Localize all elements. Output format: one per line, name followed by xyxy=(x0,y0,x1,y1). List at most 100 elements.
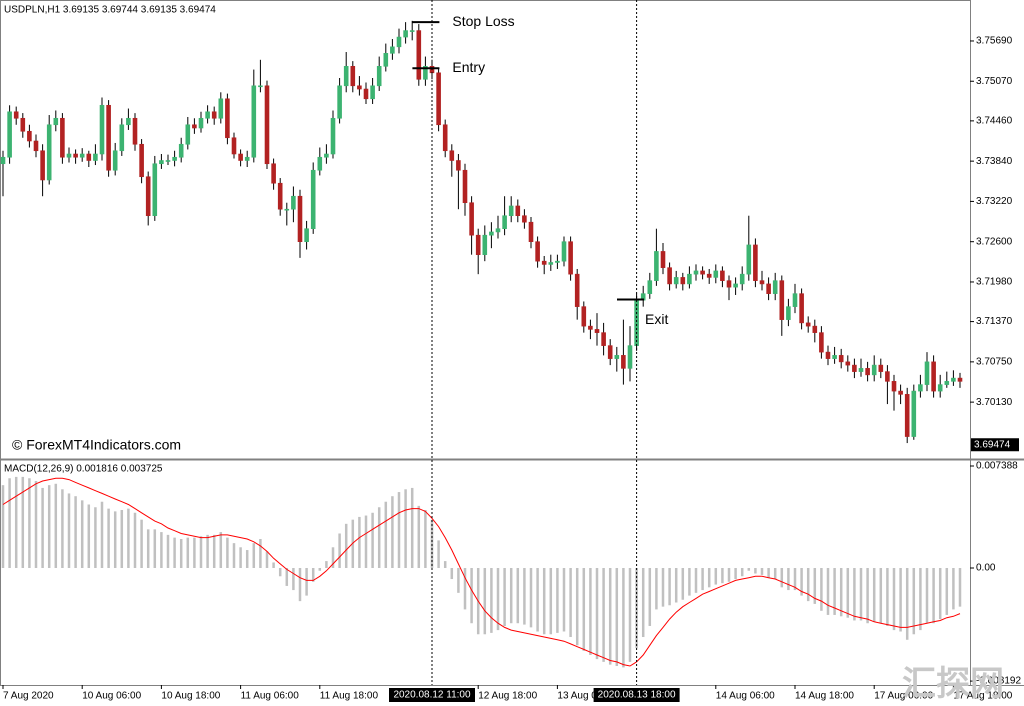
x-tick-label: 17 Aug 18:00 xyxy=(953,691,1012,702)
candle-body xyxy=(145,176,151,217)
candle-body xyxy=(185,124,191,145)
histogram-bar xyxy=(358,516,361,568)
histogram-bar xyxy=(265,551,269,568)
candle-body xyxy=(911,390,917,437)
histogram-bar xyxy=(94,507,97,568)
candle-body xyxy=(73,153,78,158)
candle-body xyxy=(792,293,798,307)
candle-body xyxy=(852,364,857,372)
candle-body xyxy=(304,228,309,242)
histogram-bar xyxy=(133,512,137,568)
histogram-bar xyxy=(417,505,421,568)
candle-body xyxy=(878,364,884,372)
histogram-bar xyxy=(259,539,262,568)
candle-body xyxy=(231,137,237,155)
last-price-box xyxy=(971,438,1019,452)
histogram-bar xyxy=(668,567,671,606)
candle-body xyxy=(720,270,725,281)
candle-body xyxy=(350,66,356,87)
histogram-bar xyxy=(344,523,348,568)
histogram-bar xyxy=(826,567,830,615)
histogram-bar xyxy=(1,485,5,568)
candle-body xyxy=(13,111,19,119)
y-tick-label: 3.72600 xyxy=(976,236,1013,247)
candle-body xyxy=(251,85,257,158)
candle-body xyxy=(159,160,164,165)
candle-body xyxy=(53,117,59,126)
candle-body xyxy=(7,111,12,158)
histogram-bar xyxy=(226,537,229,568)
histogram-bar xyxy=(193,537,196,568)
candle-body xyxy=(165,160,171,162)
candle-body xyxy=(60,117,65,158)
histogram-bar xyxy=(813,567,817,604)
candle-body xyxy=(449,150,455,161)
candle-body xyxy=(766,283,771,294)
candle-body xyxy=(858,368,864,372)
histogram-bar xyxy=(311,567,315,582)
histogram-bar xyxy=(153,529,157,568)
candle-body xyxy=(0,156,6,165)
histogram-bar xyxy=(298,567,302,602)
candle-body xyxy=(819,332,824,353)
candle-body xyxy=(845,361,851,366)
histogram-bar xyxy=(140,519,143,568)
candle-body xyxy=(178,143,184,158)
candle-body xyxy=(541,260,547,265)
histogram-bar xyxy=(47,485,51,568)
histogram-bar xyxy=(787,567,790,591)
candle-body xyxy=(627,345,633,369)
histogram-bar xyxy=(14,476,18,568)
y-tick-label: 3.74460 xyxy=(976,116,1013,127)
candle-body xyxy=(317,156,323,171)
candle-body xyxy=(172,156,177,161)
chart-title: USDPLN,H1 3.69135 3.69744 3.69135 3.6947… xyxy=(4,5,216,16)
histogram-bar xyxy=(377,507,381,568)
candle-body xyxy=(634,299,639,346)
candle-body xyxy=(515,205,521,217)
candle-body xyxy=(535,241,540,262)
candle-body xyxy=(706,273,712,278)
histogram-bar xyxy=(773,567,777,580)
candle-body xyxy=(324,153,329,158)
y-tick-label: 3.71980 xyxy=(976,277,1013,288)
candle-body xyxy=(753,244,758,281)
histogram-bar xyxy=(648,567,652,626)
histogram-bar xyxy=(28,478,31,568)
x-tick-label: 10 Aug 06:00 xyxy=(82,691,141,702)
candle-body xyxy=(192,124,197,129)
candle-body xyxy=(508,205,514,217)
histogram-bar xyxy=(886,567,889,626)
histogram-bar xyxy=(820,567,823,611)
histogram-bar xyxy=(113,511,117,568)
histogram-bar xyxy=(318,567,322,571)
histogram-bar xyxy=(892,567,896,631)
histogram-bar xyxy=(391,496,394,568)
x-tick-label: 7 Aug 2020 xyxy=(3,691,54,702)
candle-body xyxy=(403,30,408,38)
candle-body xyxy=(456,160,461,171)
candle-body xyxy=(495,228,501,233)
candle-body xyxy=(370,85,375,100)
candle-body xyxy=(594,329,600,333)
histogram-bar xyxy=(859,567,863,621)
candle-body xyxy=(680,277,686,285)
x-tick-label: 14 Aug 18:00 xyxy=(795,691,854,702)
histogram-bar xyxy=(925,567,929,624)
time-marker-label: 2020.08.13 18:00 xyxy=(598,690,676,701)
candle-body xyxy=(555,260,560,263)
histogram-bar xyxy=(938,567,942,620)
annotation-label: Stop Loss xyxy=(452,13,514,29)
candle-body xyxy=(40,150,45,181)
histogram-bar xyxy=(331,547,335,568)
candle-body xyxy=(838,355,844,363)
last-price-label: 3.69474 xyxy=(974,439,1011,450)
histogram-bar xyxy=(166,534,170,568)
x-tick-label: 12 Aug 18:00 xyxy=(478,691,537,702)
candle-body xyxy=(205,111,210,119)
candle-body xyxy=(363,88,369,100)
candle-body xyxy=(739,273,745,285)
candle-body xyxy=(264,85,270,165)
histogram-bar xyxy=(688,567,691,596)
